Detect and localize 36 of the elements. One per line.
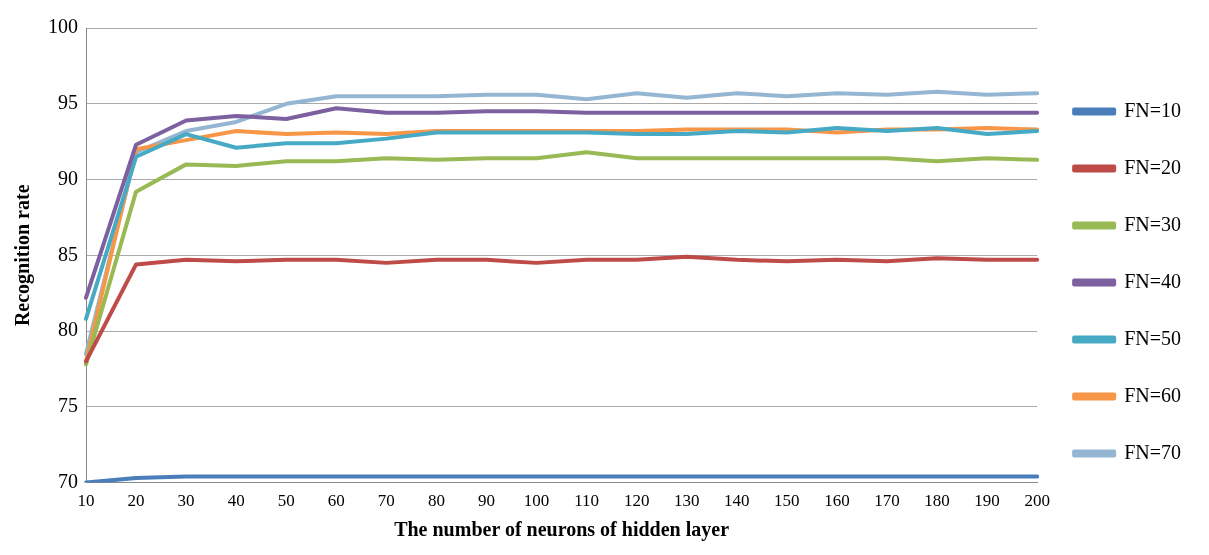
x-tick-label: 30 xyxy=(177,491,195,511)
x-tick-label: 150 xyxy=(774,491,800,511)
x-tick-label: 140 xyxy=(724,491,750,511)
x-tick-label: 170 xyxy=(874,491,900,511)
y-axis-title: Recognition rate xyxy=(11,184,35,327)
x-tick-label: 50 xyxy=(277,491,295,511)
x-tick-label: 60 xyxy=(327,491,345,511)
x-tick-label: 200 xyxy=(1024,491,1050,511)
legend-label: FN=20 xyxy=(1124,155,1182,178)
x-tick-label: 40 xyxy=(227,491,245,511)
x-tick-label: 190 xyxy=(974,491,1000,511)
x-tick-label: 180 xyxy=(924,491,950,511)
x-tick-label: 70 xyxy=(377,491,395,511)
x-tick-label: 120 xyxy=(623,491,650,511)
legend-label: FN=50 xyxy=(1124,326,1182,349)
x-tick-label: 80 xyxy=(427,491,445,511)
x-tick-label: 110 xyxy=(574,491,600,511)
y-tick-label: 90 xyxy=(58,166,78,189)
x-tick-label: 160 xyxy=(824,491,850,511)
x-tick-label: 20 xyxy=(127,491,145,511)
x-tick-label: 130 xyxy=(673,491,700,511)
y-tick-label: 85 xyxy=(58,242,78,265)
legend-label: FN=40 xyxy=(1124,269,1182,292)
legend-label: FN=60 xyxy=(1124,383,1182,406)
y-tick-label: 70 xyxy=(58,469,78,492)
x-tick-label: 90 xyxy=(477,491,495,511)
x-axis-title: The number of neurons of hidden layer xyxy=(394,518,730,542)
y-tick-label: 100 xyxy=(48,15,78,38)
legend-label: FN=30 xyxy=(1124,212,1182,235)
legend-label: FN=10 xyxy=(1124,98,1182,121)
y-tick-label: 75 xyxy=(58,394,78,417)
legend-label: FN=70 xyxy=(1124,440,1182,463)
y-tick-label: 95 xyxy=(58,91,78,114)
y-tick-label: 80 xyxy=(58,318,78,341)
x-tick-label: 100 xyxy=(523,491,550,511)
x-tick-label: 10 xyxy=(77,491,95,511)
